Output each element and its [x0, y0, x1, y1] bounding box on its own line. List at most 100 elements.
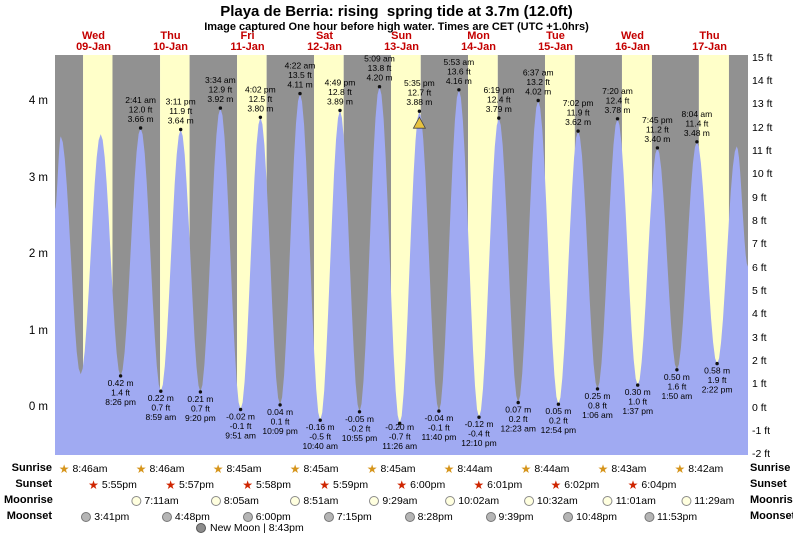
y-axis-tick-feet: 6 ft: [752, 261, 767, 274]
moonset-time-text: 9:39pm: [498, 511, 534, 523]
day-date: 17-Jan: [692, 41, 727, 53]
y-axis-tick-feet: 14 ft: [752, 75, 773, 88]
sunrise-time: ★ 8:43am: [598, 461, 647, 477]
moonset-time: 6:00pm: [242, 509, 291, 525]
tide-event-dot: [556, 402, 561, 406]
tide-annotation: 1:06 am: [582, 410, 613, 420]
tide-annotation: 3.62 m: [565, 117, 591, 127]
sunrise-time: ★ 8:46am: [59, 461, 108, 477]
day-of-week: Fri: [240, 30, 255, 42]
sunset-star-icon: ★: [627, 478, 639, 492]
tide-event-dot: [218, 106, 223, 110]
tide-event-dot: [278, 403, 282, 407]
day-date: 11-Jan: [230, 41, 265, 53]
moonrise-disc-icon: [210, 496, 221, 506]
day-label: Wed 16-Jan: [598, 31, 668, 53]
tide-event-dot: [118, 374, 123, 378]
tide-annotation: 9:51 am: [225, 431, 256, 441]
sunrise-time-text: 8:45am: [226, 463, 262, 475]
tide-annotation: 8:59 am: [145, 412, 176, 422]
tide-annotation: 12.4 ft: [487, 95, 511, 105]
moonset-disc-icon: [485, 512, 496, 522]
tide-event-dot: [159, 389, 163, 393]
tide-event-dot: [179, 127, 183, 132]
moonset-disc-icon: [161, 512, 172, 522]
tide-annotation: 1.0 ft: [628, 397, 648, 407]
sunrise-row: Sunrise Sunrise ★ 8:46am ★ 8:46am ★ 8:45am ★ 8:…: [0, 461, 793, 477]
moonset-time: 7:15pm: [323, 509, 372, 525]
day-of-week: Wed: [81, 30, 106, 42]
moonrise-time-text: 10:32am: [536, 495, 578, 507]
y-axis-tick-meters: 0 m: [28, 401, 48, 413]
tide-annotation: -0.7 ft: [389, 432, 411, 442]
moonset-row: Moonset Moonset 3:41pm 4:48pm 6:00pm 7:15pm…: [0, 509, 793, 525]
sunset-time: ★ 6:04pm: [628, 477, 677, 493]
tide-annotation: 0.1 ft: [271, 416, 291, 426]
tide-annotation: 3.64 m: [168, 116, 194, 126]
sunrise-star-icon: ★: [674, 462, 686, 476]
tide-annotation: 3:11 pm: [166, 97, 196, 107]
y-axis-tick-feet: -2 ft: [752, 448, 771, 461]
y-axis-tick-feet: 4 ft: [752, 308, 767, 321]
day-label: Fri 11-Jan: [213, 31, 283, 53]
sunset-time-text: 5:58pm: [255, 479, 291, 491]
y-axis-tick-feet: -1 ft: [752, 424, 771, 437]
sunrise-star-icon: ★: [135, 462, 147, 476]
sunrise-time: ★ 8:45am: [290, 461, 339, 477]
y-axis-tick-feet: 0 ft: [752, 401, 767, 414]
sunset-label-right: Sunset: [750, 478, 787, 490]
sunrise-label-left: Sunrise: [11, 462, 52, 474]
sunset-star-icon: ★: [165, 478, 176, 492]
sunrise-star-icon: ★: [597, 462, 609, 476]
moonrise-disc-icon: [523, 496, 534, 506]
tide-annotation: 12.4 ft: [606, 95, 630, 105]
tide-annotation: 13.8 ft: [368, 63, 392, 73]
moonrise-disc-icon: [369, 496, 380, 506]
tide-event-dot: [695, 140, 699, 144]
sunrise-star-icon: ★: [443, 462, 455, 476]
moonrise-disc-icon: [602, 496, 613, 506]
y-axis-tick-feet: 7 ft: [752, 238, 767, 251]
sunset-time: ★ 5:58pm: [242, 477, 291, 493]
sunrise-time: ★ 8:45am: [213, 461, 262, 477]
tide-annotation: 3.79 m: [486, 104, 512, 114]
sunrise-time-text: 8:43am: [611, 463, 647, 475]
tide-annotation: 8:26 pm: [105, 397, 136, 407]
moonrise-time-text: 7:11am: [144, 495, 179, 507]
sunrise-star-icon: ★: [520, 462, 532, 476]
sunset-time: ★ 5:55pm: [88, 477, 137, 493]
tide-annotation: 3.88 m: [406, 97, 432, 107]
current-time-marker: [412, 116, 427, 129]
tide-event-dot: [655, 146, 660, 150]
sunrise-time: ★ 8:44am: [444, 461, 493, 477]
sunrise-time: ★ 8:44am: [521, 461, 570, 477]
tide-annotation: 4.02 m: [525, 87, 551, 97]
day-date: 14-Jan: [461, 41, 496, 53]
moonrise-disc-icon: [290, 496, 301, 506]
sunrise-time: ★ 8:45am: [367, 461, 416, 477]
moonset-time: 10:48pm: [563, 509, 617, 525]
new-moon-disc-icon: [196, 523, 206, 533]
moonrise-time-text: 8:05am: [223, 495, 259, 507]
moonset-time-text: 7:15pm: [336, 511, 372, 523]
moonset-time: 8:28pm: [404, 509, 453, 525]
sunset-row: Sunset Sunset ★ 5:55pm ★ 5:57pm ★ 5:58pm ★ 5:59…: [0, 477, 793, 493]
moonrise-disc-icon: [445, 496, 456, 506]
tide-annotation: 2:41 am: [125, 95, 156, 105]
day-of-week: Sat: [315, 30, 334, 42]
tide-annotation: 12:10 pm: [461, 438, 496, 448]
tide-annotation: 12:54 pm: [541, 425, 576, 435]
sunrise-time-text: 8:44am: [534, 463, 570, 475]
tide-event-dot: [417, 109, 422, 113]
moonset-time-text: 10:48pm: [576, 511, 618, 523]
tide-event-dot: [636, 383, 640, 387]
sunrise-time-text: 8:45am: [380, 463, 416, 475]
tide-event-dot: [437, 409, 441, 413]
tide-annotation: 4:02 pm: [245, 84, 276, 94]
chart-title: Playa de Berria: rising spring tide at 3…: [220, 3, 573, 20]
y-axis-tick-feet: 15 ft: [752, 51, 773, 64]
y-axis-tick-feet: 9 ft: [752, 191, 767, 204]
moonrise-time: 11:29am: [681, 493, 734, 509]
tide-annotation: 2:22 pm: [702, 385, 733, 395]
tide-annotation: 13.6 ft: [447, 66, 471, 76]
